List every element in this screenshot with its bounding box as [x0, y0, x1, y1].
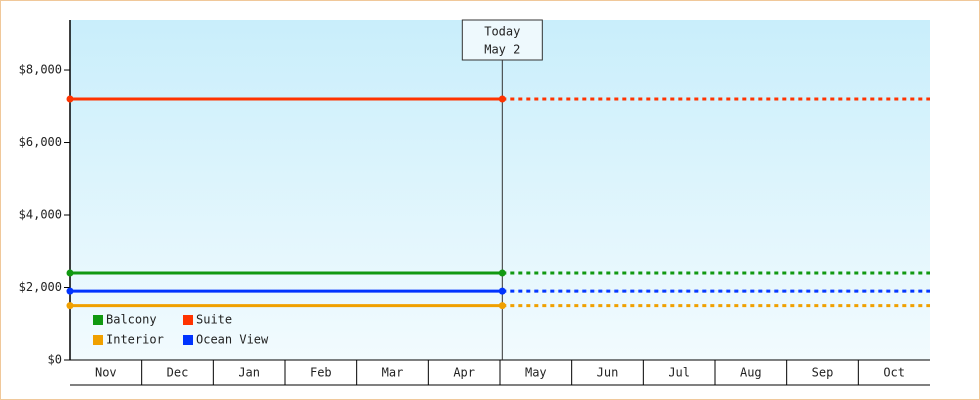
x-tick-label: Jul	[668, 366, 690, 380]
legend-label: Balcony	[106, 313, 157, 327]
x-tick-label: Aug	[740, 366, 762, 380]
x-tick-label: May	[525, 366, 547, 380]
today-box	[461, 19, 543, 61]
x-tick-label: Dec	[167, 366, 189, 380]
y-tick-label: $8,000	[19, 63, 62, 77]
x-tick-label: Oct	[883, 366, 905, 380]
today-date: May 2	[484, 43, 520, 57]
legend-label: Ocean View	[196, 333, 269, 347]
x-tick-label: Feb	[310, 366, 332, 380]
point	[498, 269, 506, 277]
point	[498, 287, 506, 295]
plot-area	[70, 20, 930, 360]
legend-label: Interior	[106, 333, 164, 347]
y-tick-label: $4,000	[19, 208, 62, 222]
x-tick-label: Jun	[597, 366, 619, 380]
today-label: Today	[484, 25, 520, 39]
point	[66, 287, 74, 295]
point	[66, 95, 74, 103]
point	[66, 269, 74, 277]
y-tick-label: $0	[48, 353, 62, 367]
legend-swatch	[183, 335, 193, 345]
point	[498, 95, 506, 103]
legend-swatch	[183, 315, 193, 325]
point	[498, 302, 506, 310]
legend-swatch	[93, 315, 103, 325]
x-tick-label: Apr	[453, 366, 475, 380]
legend-swatch	[93, 335, 103, 345]
x-tick-label: Mar	[382, 366, 404, 380]
point	[66, 302, 74, 310]
x-tick-label: Jan	[238, 366, 260, 380]
y-tick-label: $2,000	[19, 280, 62, 294]
legend-label: Suite	[196, 313, 232, 327]
x-tick-label: Sep	[812, 366, 834, 380]
y-tick-label: $6,000	[19, 135, 62, 149]
x-tick-label: Nov	[95, 366, 117, 380]
